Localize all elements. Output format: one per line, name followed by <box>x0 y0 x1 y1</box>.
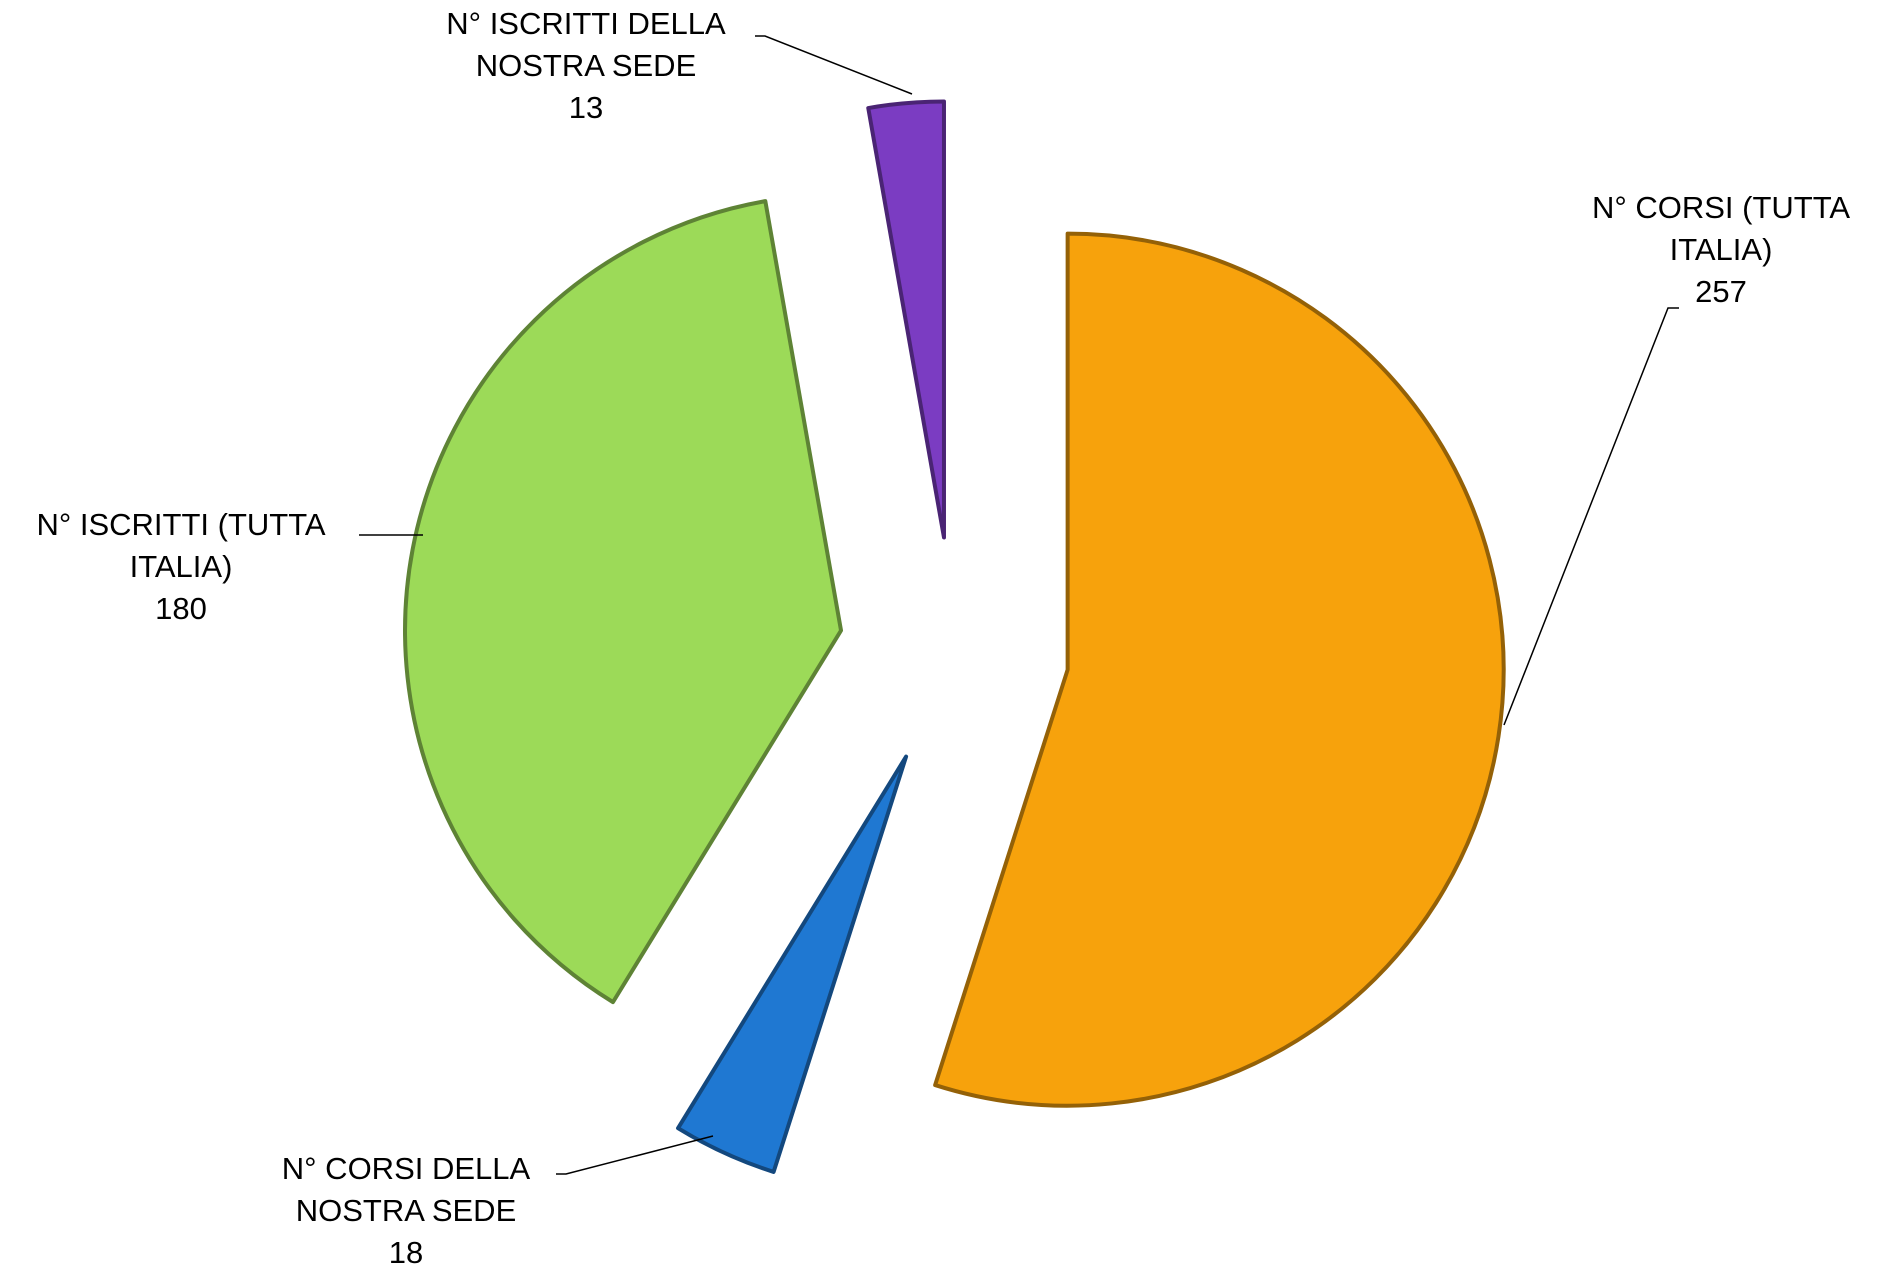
label-value: 13 <box>568 90 604 125</box>
pie-slice <box>676 754 909 1174</box>
pie-slice <box>866 99 946 540</box>
pie-slice <box>933 231 1506 1108</box>
data-label: N° ISCRITTI DELLA NOSTRA SEDE 13 <box>415 3 757 129</box>
leader-line <box>556 1135 714 1175</box>
label-value: 257 <box>1695 274 1747 309</box>
leader-line <box>1503 307 1679 726</box>
pie-slice <box>403 199 844 1005</box>
label-name: N° CORSI (TUTTA ITALIA) <box>1591 190 1851 267</box>
data-label: N° ISCRITTI (TUTTA ITALIA) 180 <box>0 504 362 630</box>
data-label: N° CORSI (TUTTA ITALIA) 257 <box>1560 187 1882 313</box>
label-value: 18 <box>388 1235 424 1264</box>
leader-line <box>755 35 913 95</box>
label-name: N° ISCRITTI DELLA NOSTRA SEDE <box>446 6 726 83</box>
label-name: N° CORSI DELLA NOSTRA SEDE <box>281 1151 531 1228</box>
data-label: N° CORSI DELLA NOSTRA SEDE 18 <box>245 1148 567 1264</box>
label-value: 180 <box>155 591 207 626</box>
label-name: N° ISCRITTI (TUTTA ITALIA) <box>36 507 326 584</box>
